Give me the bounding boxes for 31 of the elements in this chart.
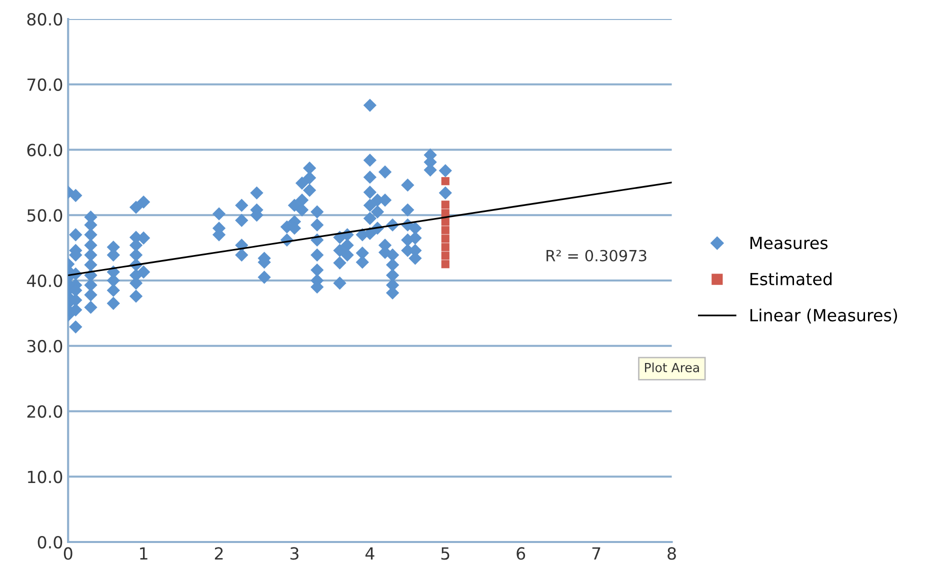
legend-label: Estimated	[750, 272, 832, 286]
point	[441, 234, 450, 243]
y-tick-label: 60.0	[27, 144, 62, 156]
y-tick-label: 0.0	[38, 536, 62, 549]
x-tick-label: 8	[668, 547, 676, 560]
x-tick-label: 4	[365, 547, 374, 560]
point	[441, 177, 450, 186]
x-tick-label: 5	[441, 547, 450, 560]
point	[441, 200, 450, 209]
annotation: R² = 0.30973	[546, 250, 646, 262]
x-tick-label: 1	[140, 547, 148, 560]
point	[441, 218, 450, 226]
legend-label: Measures	[750, 236, 828, 250]
point	[441, 226, 450, 234]
y-tick-label: 10.0	[28, 470, 62, 484]
point	[441, 252, 450, 260]
x-tick-label: 7	[592, 547, 600, 560]
y-tick-label: 70.0	[28, 78, 62, 91]
x-tick-label: 0	[64, 547, 72, 560]
legend-label: Linear (Measures)	[750, 308, 898, 324]
x-tick-label: 6	[516, 547, 526, 560]
y-tick-label: 80.0	[27, 12, 62, 26]
point	[441, 260, 450, 268]
y-tick-label: 30.0	[27, 340, 62, 352]
y-tick-label: 20.0	[27, 405, 62, 418]
point	[441, 243, 450, 252]
annotation: Plot Area	[644, 362, 699, 372]
x-tick-label: 3	[290, 547, 298, 560]
y-tick-label: 40.0	[26, 274, 62, 288]
x-tick-label: 2	[214, 547, 223, 560]
y-tick-label: 50.0	[27, 209, 62, 222]
